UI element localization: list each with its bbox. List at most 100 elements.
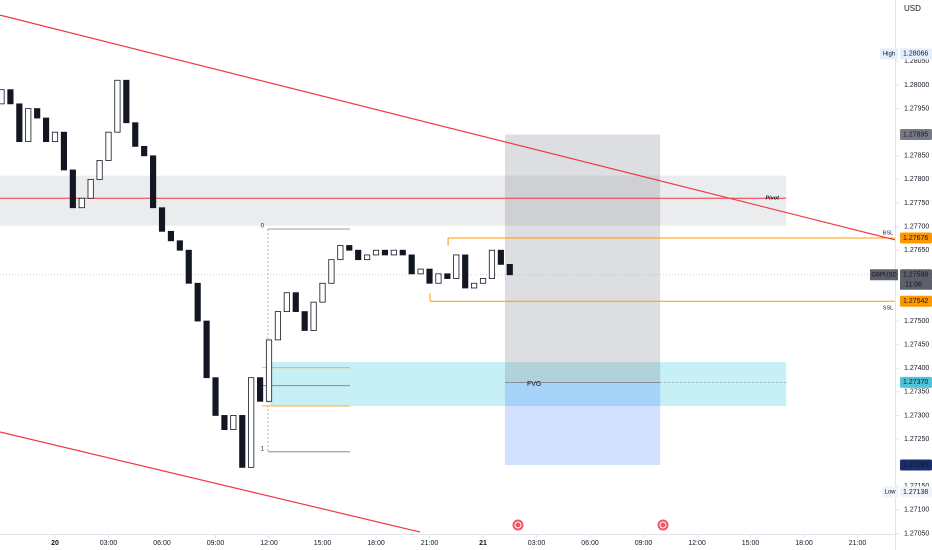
y-tick-label: 1.27400	[904, 365, 929, 372]
y-tick-label: 1.27750	[904, 200, 929, 207]
candle-body	[426, 268, 433, 284]
candle-body	[25, 108, 32, 143]
x-tick-label: 15:00	[742, 540, 760, 547]
target-badge	[900, 129, 932, 141]
candle-body	[453, 254, 460, 279]
countdown: 11:06	[905, 282, 922, 289]
low-value: 1.27138	[903, 489, 928, 496]
candle-body	[506, 263, 513, 276]
position-target	[504, 134, 661, 383]
countdown-badge	[900, 279, 932, 290]
stop-badge	[900, 459, 932, 471]
candle-body	[34, 108, 41, 119]
x-tick-label: 09:00	[207, 540, 225, 547]
trendline	[0, 14, 896, 241]
candle-body	[283, 292, 290, 312]
y-tick-label: 1.27700	[904, 223, 929, 230]
candle-body	[328, 259, 335, 284]
x-tick-label: 03:00	[528, 540, 546, 547]
candle-body	[479, 278, 487, 284]
trendline	[0, 431, 421, 533]
liquidity-badge	[900, 295, 932, 307]
symbol-tag-text: GBPUSD	[871, 272, 897, 278]
candle-body	[203, 320, 210, 379]
low-badge	[900, 486, 932, 498]
y-tick-label: 1.27100	[904, 507, 929, 514]
candle-body	[310, 301, 317, 331]
candle-body	[301, 311, 308, 331]
x-tick-label: 18:00	[795, 540, 813, 547]
last-price-value: 1.27598	[903, 272, 928, 279]
y-tick-label: 1.28000	[904, 82, 929, 89]
candle-body	[185, 249, 192, 284]
high-tag-text: High	[883, 51, 895, 57]
fvg-zone	[270, 362, 787, 407]
candle-body	[150, 155, 157, 209]
x-tick-label: 21:00	[421, 540, 439, 547]
candle-body	[7, 89, 14, 105]
entry-badge	[900, 376, 932, 388]
x-tick-label: 21:00	[849, 540, 867, 547]
low-tag	[882, 486, 898, 498]
low-tag-text: Low	[884, 490, 896, 496]
candle-body	[435, 273, 442, 284]
candle-body	[87, 178, 94, 199]
zone	[0, 175, 787, 226]
candle-body	[497, 249, 504, 265]
candle-body	[167, 230, 174, 242]
candle-body	[319, 282, 326, 303]
x-tick-label: 12:00	[260, 540, 278, 547]
candle-body	[123, 79, 130, 124]
candle-body	[274, 311, 282, 341]
candle-body	[51, 131, 59, 143]
candle-body	[141, 145, 148, 157]
x-tick-label: 20	[51, 540, 59, 547]
candle-body	[364, 254, 371, 261]
liquidity-value: 1.27676	[903, 235, 928, 242]
x-tick-label: 18:00	[367, 540, 385, 547]
last-price-badge	[900, 269, 932, 281]
candle-body	[408, 254, 415, 275]
y-tick-label: 1.27450	[904, 341, 929, 348]
candle-body	[462, 254, 469, 289]
y-tick-label: 1.27250	[904, 436, 929, 443]
candle-body	[488, 249, 496, 279]
plot-area: FVG Pivot 0 1	[0, 14, 896, 533]
candle-body	[114, 79, 121, 133]
event-icon	[512, 519, 524, 531]
candle-body	[230, 415, 237, 431]
candle-body	[105, 131, 112, 161]
candle-body	[355, 249, 362, 261]
y-tick-label: 1.27500	[904, 318, 929, 325]
candle-body	[381, 249, 389, 256]
liquidity-value: 1.27542	[903, 298, 928, 305]
high-value: 1.28066	[903, 51, 928, 58]
candle-body	[444, 273, 451, 279]
liquidity-name: SSL	[883, 306, 893, 312]
currency: USD	[904, 4, 921, 13]
liquidity-badge	[900, 232, 932, 244]
x-tick-label: 03:00	[100, 540, 118, 547]
candle-body	[78, 197, 85, 209]
y-tick-label: 1.27850	[904, 153, 929, 160]
candle-body	[60, 131, 67, 171]
candle-body	[265, 339, 273, 402]
candle-body	[471, 282, 478, 289]
candle-body	[69, 169, 76, 209]
y-tick-label: 1.27950	[904, 105, 929, 112]
y-tick-label: 1.27800	[904, 176, 929, 183]
y-tick-label: 1.27300	[904, 412, 929, 419]
event-icon	[657, 519, 669, 531]
candle-body	[337, 245, 344, 261]
target-value: 1.27895	[903, 131, 928, 138]
fib-label: 1	[261, 446, 265, 452]
entry-value: 1.27370	[903, 379, 928, 386]
x-tick-label: 09:00	[635, 540, 653, 547]
candle-body	[96, 160, 103, 180]
candle-body	[221, 415, 228, 431]
candle-body	[346, 245, 353, 251]
candle-body	[212, 377, 219, 416]
candle-body	[43, 117, 50, 143]
y-tick-label: 1.28050	[904, 58, 929, 65]
